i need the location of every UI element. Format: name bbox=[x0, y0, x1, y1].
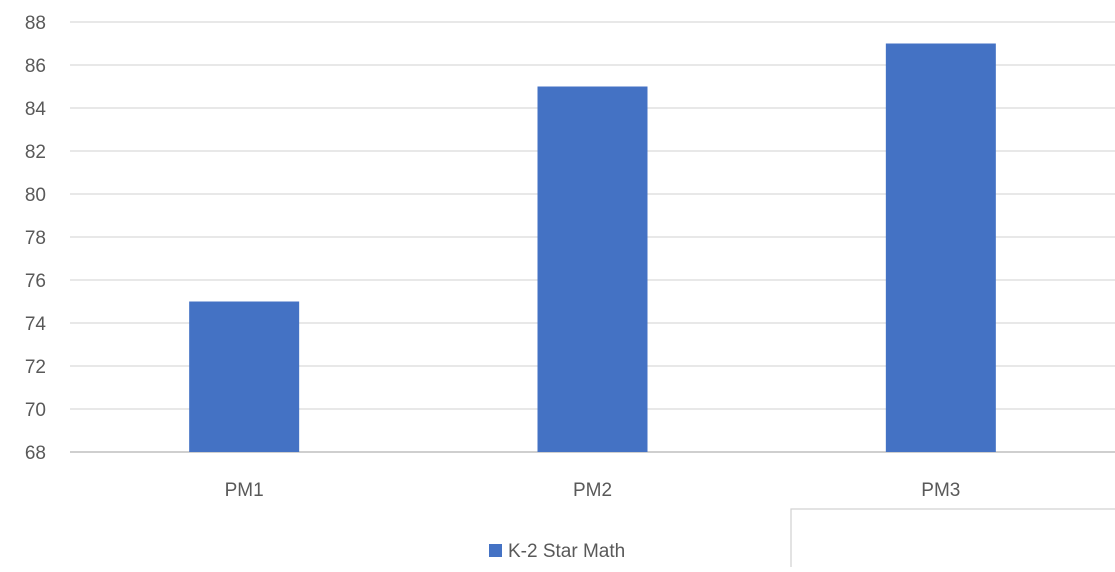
x-axis-category-labels: PM1 PM2 PM3 bbox=[225, 480, 961, 501]
y-tick-label: 78 bbox=[25, 228, 46, 249]
x-category-label: PM3 bbox=[921, 480, 960, 501]
legend-label: K-2 Star Math bbox=[508, 541, 625, 562]
x-category-label: PM1 bbox=[225, 480, 264, 501]
y-tick-label: 86 bbox=[25, 56, 46, 77]
legend: K-2 Star Math bbox=[489, 541, 625, 562]
bar bbox=[189, 301, 300, 452]
y-tick-label: 88 bbox=[25, 13, 46, 34]
y-axis-tick-labels: 68 70 72 74 76 78 80 82 84 86 88 bbox=[25, 13, 47, 464]
bar bbox=[537, 86, 648, 452]
legend-swatch bbox=[489, 544, 502, 557]
y-tick-label: 76 bbox=[25, 271, 46, 292]
y-tick-label: 84 bbox=[25, 99, 47, 120]
y-tick-label: 80 bbox=[25, 185, 46, 206]
y-tick-label: 74 bbox=[25, 314, 47, 335]
y-tick-label: 82 bbox=[25, 142, 46, 163]
y-tick-label: 70 bbox=[25, 400, 46, 421]
blank-overlay-box bbox=[790, 508, 1115, 572]
y-tick-label: 68 bbox=[25, 443, 46, 464]
x-category-label: PM2 bbox=[573, 480, 612, 501]
y-tick-label: 72 bbox=[25, 357, 46, 378]
bar bbox=[885, 43, 996, 452]
bars bbox=[189, 43, 996, 452]
